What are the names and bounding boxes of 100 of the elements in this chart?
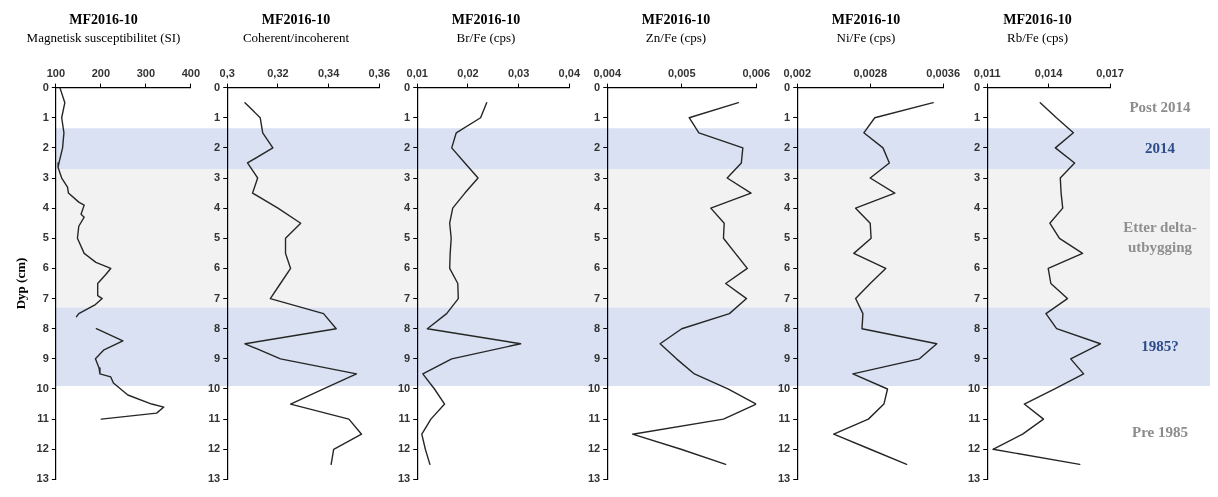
y-tick-label: 9 [974, 351, 981, 364]
y-tick-label: 6 [594, 261, 601, 274]
y-tick-label: 6 [974, 261, 981, 274]
y-tick-label: 0 [214, 80, 221, 93]
y-tick-label: 10 [777, 382, 791, 395]
y-tick-label: 10 [587, 382, 601, 395]
y-tick-label: 7 [404, 291, 411, 304]
y-tick-label: 8 [784, 321, 791, 334]
y-tick-label: 9 [214, 351, 221, 364]
y-tick-label: 2 [214, 140, 221, 153]
y-tick-label: 11 [398, 412, 411, 425]
y-tick-label: 10 [207, 382, 221, 395]
y-tick-label: 13 [967, 472, 981, 485]
y-axis-title: Dyp (cm) [13, 257, 29, 310]
y-tick-label: 9 [404, 351, 411, 364]
chart-title: MF2016-10 [641, 12, 711, 28]
y-tick-label: 2 [42, 140, 49, 153]
y-tick-label: 4 [974, 201, 982, 214]
y-tick-label: 7 [42, 291, 49, 304]
y-tick-label: 13 [777, 472, 791, 485]
y-tick-label: 10 [967, 382, 981, 395]
y-tick-label: 1 [974, 110, 981, 123]
y-tick-label: 12 [207, 442, 221, 455]
y-tick-label: 1 [784, 110, 791, 123]
y-tick-label: 9 [42, 351, 49, 364]
y-tick-label: 11 [778, 412, 791, 425]
y-tick-label: 10 [36, 382, 49, 395]
y-tick-label: 0 [974, 80, 981, 93]
band-label: 1985? [1141, 337, 1179, 354]
x-tick-label: 0,03 [507, 67, 530, 80]
y-tick-label: 10 [397, 382, 411, 395]
x-tick-label: 0,017 [1096, 67, 1124, 80]
y-tick-label: 3 [974, 171, 981, 184]
chart-subtitle: Coherent/incoherent [242, 30, 350, 46]
chart-title: MF2016-10 [831, 12, 901, 28]
y-tick-label: 11 [208, 412, 221, 425]
y-tick-label: 12 [587, 442, 601, 455]
y-tick-label: 5 [594, 231, 601, 244]
x-tick-label: 0,02 [457, 67, 479, 80]
x-tick-label: 300 [136, 67, 156, 80]
x-tick-label: 0,006 [742, 67, 770, 80]
chart-title: MF2016-10 [1003, 12, 1072, 28]
y-tick-label: 7 [784, 291, 791, 304]
y-tick-label: 12 [967, 442, 981, 455]
y-tick-label: 2 [594, 140, 601, 153]
y-tick-label: 8 [594, 321, 601, 334]
y-tick-label: 6 [214, 261, 221, 274]
y-tick-label: 7 [974, 291, 981, 304]
y-tick-label: 1 [214, 110, 221, 123]
x-tick-label: 0,04 [558, 67, 581, 80]
y-tick-label: 13 [397, 472, 411, 485]
chart-subtitle: Br/Fe (cps) [456, 30, 516, 46]
x-tick-label: 0,0036 [926, 67, 961, 80]
y-tick-label: 13 [587, 472, 601, 485]
y-tick-label: 2 [974, 140, 981, 153]
chart-title: MF2016-10 [451, 12, 521, 28]
y-tick-label: 12 [777, 442, 791, 455]
chart-subtitle: Rb/Fe (cps) [1006, 30, 1069, 46]
y-tick-label: 9 [784, 351, 791, 364]
y-tick-label: 4 [42, 201, 50, 214]
y-tick-label: 3 [784, 171, 791, 184]
x-tick-label: 0,0028 [853, 67, 888, 80]
y-tick-label: 8 [404, 321, 411, 334]
y-tick-label: 4 [404, 201, 412, 214]
x-tick-label: 0,004 [593, 67, 622, 80]
y-tick-label: 2 [404, 140, 411, 153]
x-tick-label: 0,005 [667, 67, 696, 80]
y-tick-label: 9 [594, 351, 601, 364]
y-tick-label: 7 [214, 291, 221, 304]
y-tick-label: 5 [974, 231, 981, 244]
y-tick-label: 1 [42, 110, 49, 123]
y-tick-label: 12 [397, 442, 411, 455]
y-tick-label: 6 [42, 261, 49, 274]
y-tick-label: 4 [214, 201, 222, 214]
y-tick-label: 1 [404, 110, 411, 123]
y-tick-label: 4 [594, 201, 602, 214]
x-tick-label: 0,34 [317, 67, 341, 80]
y-tick-label: 13 [36, 472, 49, 485]
chart-title: MF2016-10 [261, 12, 331, 28]
x-tick-label: 0,01 [406, 67, 428, 80]
x-tick-label: 0,002 [783, 67, 811, 80]
text: Pre 1985 [1132, 423, 1188, 440]
y-tick-label: 0 [594, 80, 601, 93]
y-tick-label: 0 [784, 80, 791, 93]
x-tick-label: 0,32 [267, 67, 289, 80]
y-tick-label: 4 [784, 201, 792, 214]
y-tick-label: 0 [404, 80, 411, 93]
chart-subtitle: Ni/Fe (cps) [836, 30, 896, 46]
x-tick-label: 0,011 [973, 67, 1001, 80]
y-tick-label: 6 [404, 261, 411, 274]
y-tick-label: 3 [42, 171, 49, 184]
y-tick-label: 3 [594, 171, 601, 184]
x-tick-label: 200 [91, 67, 111, 80]
x-tick-label: 0,3 [219, 67, 235, 80]
x-tick-label: 0,014 [1034, 67, 1064, 80]
y-tick-label: 5 [42, 231, 49, 244]
y-tick-label: 5 [784, 231, 791, 244]
y-tick-label: 8 [974, 321, 981, 334]
text: Post 2014 [1129, 98, 1192, 115]
y-tick-label: 5 [404, 231, 411, 244]
